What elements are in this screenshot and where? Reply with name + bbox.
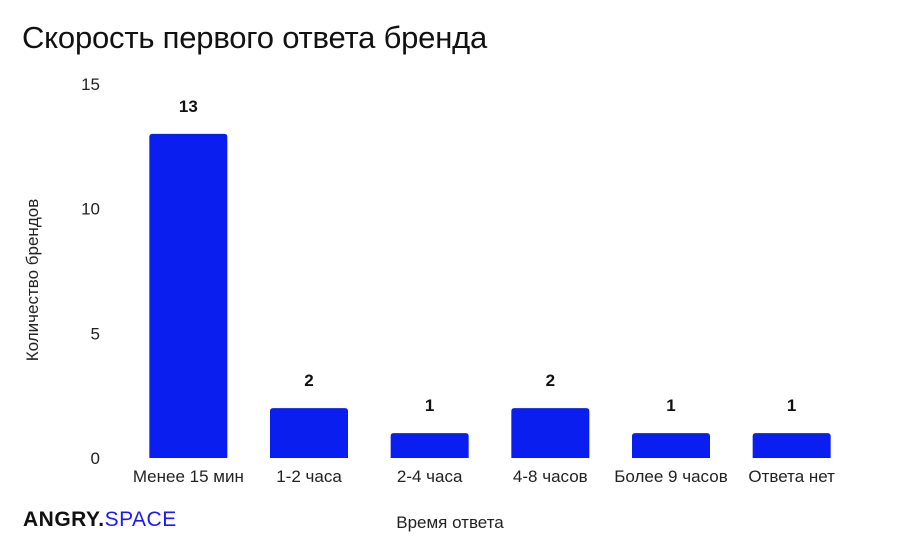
bar bbox=[149, 133, 228, 458]
x-tick-label: Менее 15 мин bbox=[133, 467, 244, 486]
x-tick-label: Ответа нет bbox=[748, 467, 835, 486]
logo-text-space: SPACE bbox=[104, 508, 177, 531]
x-tick-label: 1-2 часа bbox=[276, 467, 342, 486]
y-tick-label: 0 bbox=[91, 449, 100, 468]
chart-title: Скорость первого ответа бренда bbox=[22, 20, 488, 55]
x-axis-title: Время ответа bbox=[396, 513, 504, 532]
y-axis-title: Количество брендов bbox=[23, 199, 42, 361]
y-tick-label: 15 bbox=[81, 75, 100, 94]
data-label: 1 bbox=[787, 396, 796, 415]
bar bbox=[390, 433, 469, 458]
y-tick-label: 10 bbox=[81, 200, 100, 219]
x-tick-label: Более 9 часов bbox=[614, 467, 727, 486]
bar bbox=[752, 433, 831, 458]
bar bbox=[632, 433, 710, 458]
brand-logo: ANGRY.SPACE bbox=[23, 508, 177, 532]
bar bbox=[511, 408, 590, 458]
bar bbox=[270, 408, 348, 458]
data-label: 13 bbox=[179, 97, 198, 116]
x-tick-label: 4-8 часов bbox=[513, 467, 588, 486]
data-label: 2 bbox=[304, 371, 313, 390]
x-tick-label: 2-4 часа bbox=[397, 467, 463, 486]
logo-dot: . bbox=[98, 508, 105, 531]
y-tick-label: 5 bbox=[91, 324, 100, 343]
data-label: 1 bbox=[425, 396, 434, 415]
data-label: 2 bbox=[546, 371, 555, 390]
logo-text-angry: ANGRY bbox=[23, 508, 99, 531]
data-label: 1 bbox=[666, 396, 675, 415]
